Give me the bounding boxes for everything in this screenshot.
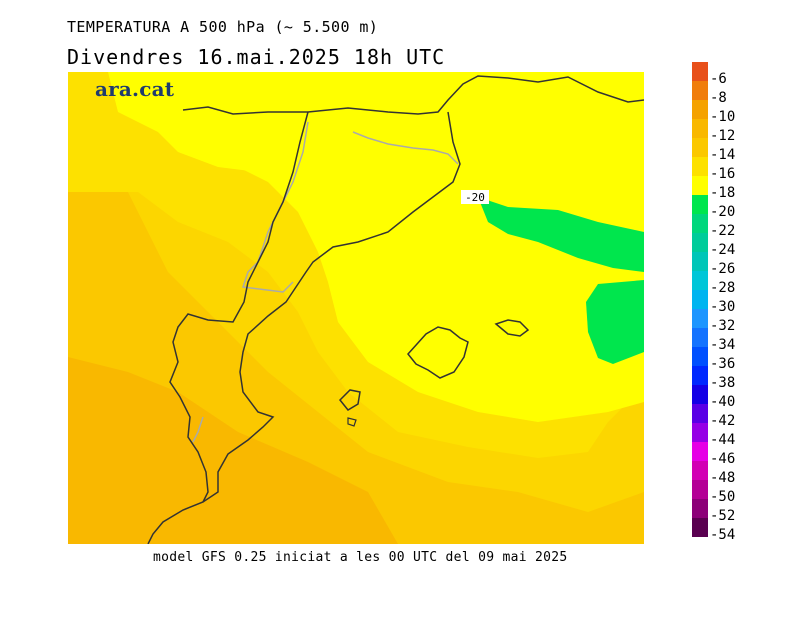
legend-swatch — [692, 138, 708, 158]
legend-label: -50 — [710, 489, 736, 505]
legend-label: -34 — [710, 337, 736, 353]
legend-label: -32 — [710, 318, 736, 334]
legend-swatch — [692, 119, 708, 139]
border-aragon — [241, 121, 309, 293]
legend-label: -54 — [710, 527, 736, 543]
legend-swatch — [692, 176, 708, 196]
legend-swatch — [692, 480, 708, 500]
coast-france — [182, 75, 644, 115]
legend-label: -38 — [710, 375, 736, 391]
legend-label: -6 — [710, 71, 727, 87]
legend-swatch — [692, 328, 708, 348]
legend-label: -24 — [710, 242, 736, 258]
legend-swatch — [692, 290, 708, 310]
legend-label: -28 — [710, 280, 736, 296]
legend-swatch — [692, 404, 708, 424]
legend-swatch — [692, 461, 708, 481]
legend-label: -26 — [710, 261, 736, 277]
legend-label: -36 — [710, 356, 736, 372]
ara-cat-logo: ara.cat — [95, 77, 175, 101]
model-info-footer: model GFS 0.25 iniciat a les 00 UTC del … — [153, 550, 568, 565]
legend-swatch — [692, 442, 708, 462]
inland-boundary — [169, 111, 309, 503]
legend-swatch — [692, 309, 708, 329]
legend-label: -14 — [710, 147, 736, 163]
map-title: TEMPERATURA A 500 hPa (~ 5.500 m) — [67, 18, 379, 36]
border-valencia — [192, 416, 204, 443]
legend-label: -44 — [710, 432, 736, 448]
legend-label: -42 — [710, 413, 736, 429]
map-canvas: -20 — [68, 72, 644, 544]
legend-label: -20 — [710, 204, 736, 220]
legend-swatch — [692, 385, 708, 405]
legend-swatch — [692, 347, 708, 367]
legend-label: -30 — [710, 299, 736, 315]
temperature-map: -20 — [68, 72, 644, 544]
legend-swatch — [692, 214, 708, 234]
field-green-north — [478, 197, 644, 272]
legend-bar — [692, 62, 708, 537]
contour-label-box — [461, 190, 489, 204]
legend-swatch — [692, 81, 708, 101]
legend-label: -8 — [710, 90, 727, 106]
legend-label: -10 — [710, 109, 736, 125]
island-ibiza — [338, 389, 361, 411]
legend-label: -52 — [710, 508, 736, 524]
legend-label: -40 — [710, 394, 736, 410]
legend-swatch — [692, 271, 708, 291]
field-green-east — [586, 280, 644, 364]
legend-swatch — [692, 100, 708, 120]
legend-label: -16 — [710, 166, 736, 182]
island-formentera — [347, 417, 357, 427]
legend-label: -22 — [710, 223, 736, 239]
island-mallorca — [407, 326, 469, 379]
legend-swatch — [692, 366, 708, 386]
legend-label: -18 — [710, 185, 736, 201]
contour-label: -20 — [465, 191, 485, 204]
legend-swatch — [692, 157, 708, 177]
legend-label: -12 — [710, 128, 736, 144]
legend-swatch — [692, 252, 708, 272]
legend-swatch — [692, 423, 708, 443]
island-menorca — [494, 319, 530, 337]
map-datetime-subtitle: Divendres 16.mai.2025 18h UTC — [67, 45, 446, 69]
legend-swatch — [692, 195, 708, 215]
coast-iberia — [147, 111, 461, 544]
legend-swatch — [692, 518, 708, 537]
border-andorra-france — [352, 131, 459, 165]
legend-swatch — [692, 62, 708, 82]
field-yellow-inland — [158, 117, 298, 172]
legend-swatch — [692, 499, 708, 519]
legend-label: -48 — [710, 470, 736, 486]
legend-label: -46 — [710, 451, 736, 467]
legend-swatch — [692, 233, 708, 253]
